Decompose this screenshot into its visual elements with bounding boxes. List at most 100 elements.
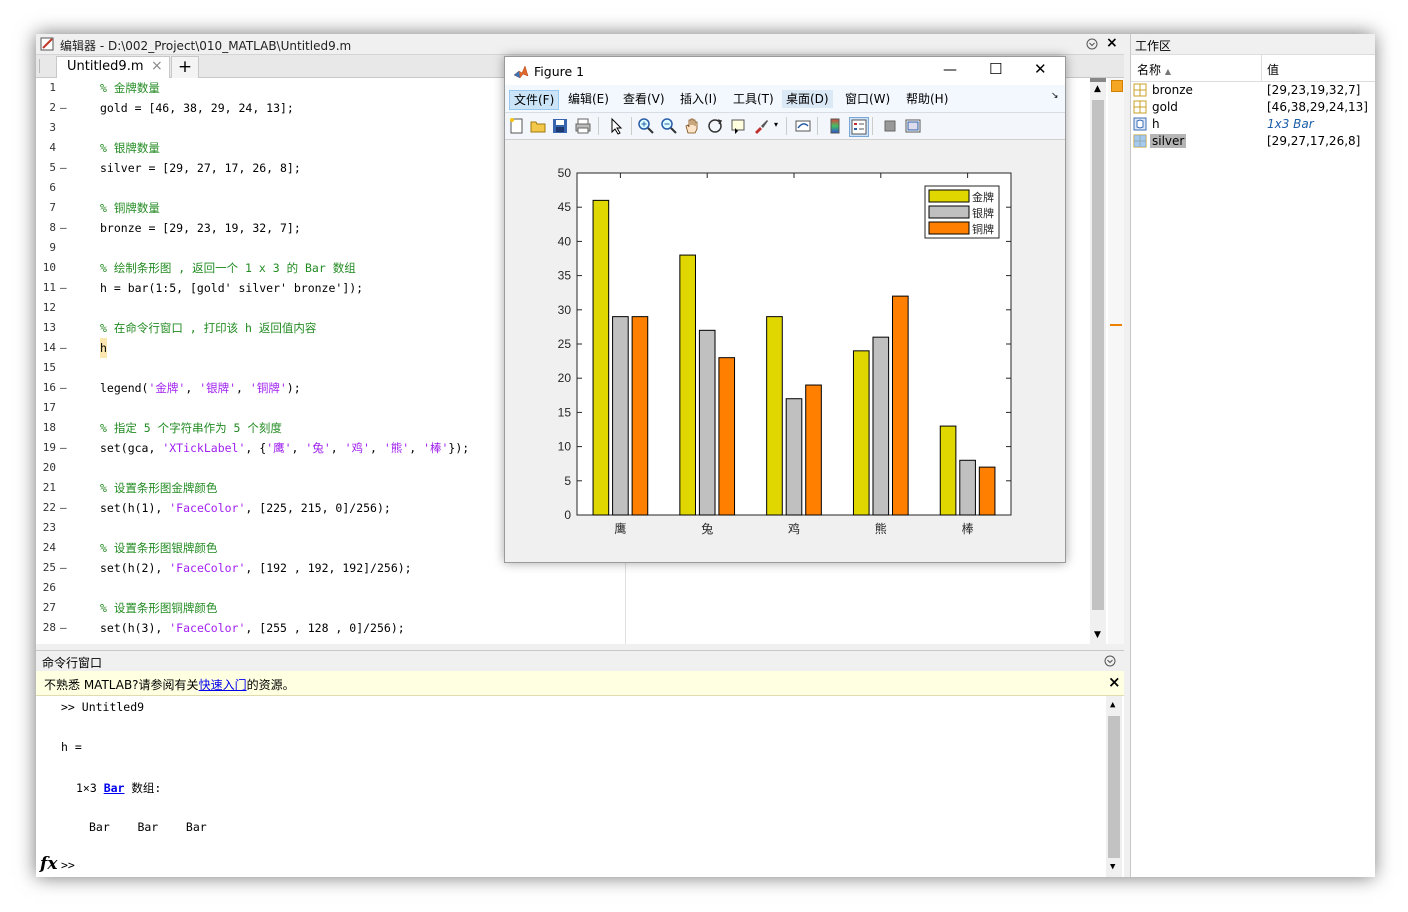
pan-hand-icon[interactable] bbox=[683, 117, 701, 135]
workspace-variable-row[interactable]: gold [46,38,29,24,13] bbox=[1131, 99, 1375, 116]
bar-bronze[interactable] bbox=[892, 295, 909, 516]
workspace-variable-row[interactable]: h 1x3 Bar bbox=[1131, 116, 1375, 133]
line-number[interactable]: 6 bbox=[49, 181, 56, 194]
line-number[interactable]: 21 bbox=[42, 481, 56, 494]
line-number[interactable]: 12 bbox=[42, 301, 56, 314]
command-prompt[interactable]: >> bbox=[61, 858, 75, 872]
scroll-up-icon[interactable]: ▲ bbox=[1110, 700, 1116, 710]
line-number[interactable]: 1 bbox=[49, 81, 56, 94]
line-number[interactable]: 13 bbox=[42, 321, 56, 334]
bar-gold[interactable] bbox=[592, 199, 610, 516]
legend-icon[interactable] bbox=[849, 117, 869, 137]
line-number[interactable]: 18 bbox=[42, 421, 56, 434]
tab-untitled9[interactable]: Untitled9.m × bbox=[56, 56, 170, 78]
scrollbar-thumb[interactable] bbox=[1092, 100, 1104, 610]
rotate-3d-icon[interactable] bbox=[706, 117, 724, 135]
brush-dropdown-icon[interactable]: ▾ bbox=[774, 120, 779, 129]
line-number[interactable]: 19 bbox=[42, 441, 56, 454]
close-tab-icon[interactable]: × bbox=[151, 58, 163, 74]
menu-item[interactable]: 帮助(H) bbox=[906, 92, 949, 106]
show-plot-tools-icon[interactable] bbox=[904, 117, 922, 135]
line-number[interactable]: 26 bbox=[42, 581, 56, 594]
menu-item[interactable]: 编辑(E) bbox=[568, 92, 609, 106]
link-plot-icon[interactable] bbox=[794, 117, 812, 135]
breakpoint-marker[interactable]: — bbox=[60, 501, 67, 514]
line-number[interactable]: 20 bbox=[42, 461, 56, 474]
breakpoint-marker[interactable]: — bbox=[60, 341, 67, 354]
breakpoint-marker[interactable]: — bbox=[60, 281, 67, 294]
line-number[interactable]: 11 bbox=[42, 281, 56, 294]
data-cursor-icon[interactable] bbox=[729, 117, 747, 135]
menu-item[interactable]: 文件(F) bbox=[509, 90, 560, 110]
close-editor-icon[interactable]: × bbox=[1106, 35, 1118, 51]
line-number[interactable]: 3 bbox=[49, 121, 56, 134]
column-divider[interactable] bbox=[1261, 55, 1262, 81]
bar-gold[interactable] bbox=[852, 350, 870, 516]
minimize-button[interactable]: — bbox=[943, 62, 957, 78]
zoom-out-icon[interactable] bbox=[660, 117, 678, 135]
maximize-button[interactable]: ☐ bbox=[989, 60, 1003, 78]
bar-gold[interactable] bbox=[766, 316, 783, 516]
value-column-header[interactable]: 值 bbox=[1267, 63, 1280, 77]
bar-bronze[interactable] bbox=[805, 384, 822, 516]
line-number[interactable]: 23 bbox=[42, 521, 56, 534]
workspace-variable-row[interactable]: bronze [29,23,19,32,7] bbox=[1131, 82, 1375, 99]
breakpoint-marker[interactable]: — bbox=[60, 441, 67, 454]
line-number[interactable]: 9 bbox=[49, 241, 56, 254]
colorbar-icon[interactable] bbox=[826, 117, 844, 135]
function-browser-icon[interactable]: fx bbox=[40, 854, 58, 874]
bar-bronze[interactable] bbox=[718, 357, 736, 516]
line-number[interactable]: 7 bbox=[49, 201, 56, 214]
breakpoint-marker[interactable]: — bbox=[60, 101, 67, 114]
bar-silver[interactable] bbox=[612, 316, 629, 516]
menu-item[interactable]: 窗口(W) bbox=[845, 92, 891, 106]
bar-silver[interactable] bbox=[959, 459, 976, 516]
line-number[interactable]: 25 bbox=[42, 561, 56, 574]
bar-silver[interactable] bbox=[698, 329, 716, 516]
new-figure-icon[interactable] bbox=[508, 117, 526, 135]
bar-silver[interactable] bbox=[872, 336, 890, 516]
menu-item[interactable]: 插入(I) bbox=[680, 92, 717, 106]
tab-scroll-left[interactable] bbox=[39, 59, 50, 73]
line-number[interactable]: 17 bbox=[42, 401, 56, 414]
line-number[interactable]: 22 bbox=[42, 501, 56, 514]
breakpoint-marker[interactable]: — bbox=[60, 161, 67, 174]
line-number[interactable]: 2 bbox=[49, 101, 56, 114]
menu-item[interactable]: 桌面(D) bbox=[782, 90, 833, 108]
line-number[interactable]: 16 bbox=[42, 381, 56, 394]
breakpoint-marker[interactable]: — bbox=[60, 561, 67, 574]
open-file-icon[interactable] bbox=[529, 117, 547, 135]
line-number[interactable]: 15 bbox=[42, 361, 56, 374]
line-number[interactable]: 14 bbox=[42, 341, 56, 354]
dock-arrow-icon[interactable]: ↘ bbox=[1051, 91, 1059, 101]
warning-indicator-icon[interactable] bbox=[1111, 80, 1123, 92]
line-number[interactable]: 10 bbox=[42, 261, 56, 274]
print-icon[interactable] bbox=[574, 117, 592, 135]
bar-bronze[interactable] bbox=[978, 466, 996, 516]
scrollbar-thumb[interactable] bbox=[1108, 716, 1120, 858]
bar-bronze[interactable] bbox=[631, 316, 649, 516]
scroll-down-icon[interactable]: ▼ bbox=[1110, 862, 1116, 872]
name-column-header[interactable]: 名称 ▲ bbox=[1137, 61, 1171, 78]
bar-gold[interactable] bbox=[939, 425, 957, 516]
line-number[interactable]: 5 bbox=[49, 161, 56, 174]
close-figure-button[interactable]: ✕ bbox=[1034, 60, 1047, 78]
line-number[interactable]: 24 bbox=[42, 541, 56, 554]
menu-item[interactable]: 工具(T) bbox=[733, 92, 774, 106]
bar-class-link[interactable]: Bar bbox=[103, 781, 125, 795]
zoom-in-icon[interactable] bbox=[637, 117, 655, 135]
quick-start-link[interactable]: 快速入门 bbox=[198, 678, 247, 692]
menu-item[interactable]: 查看(V) bbox=[623, 92, 665, 106]
breakpoint-marker[interactable]: — bbox=[60, 621, 67, 634]
scroll-up-icon[interactable]: ▲ bbox=[1094, 84, 1101, 94]
new-tab-button[interactable]: + bbox=[171, 56, 199, 79]
line-number[interactable]: 4 bbox=[49, 141, 56, 154]
warning-marker[interactable] bbox=[1110, 324, 1122, 326]
close-notice-icon[interactable]: × bbox=[1108, 673, 1121, 691]
collapse-icon[interactable] bbox=[1086, 38, 1098, 50]
collapse-command-icon[interactable] bbox=[1104, 655, 1116, 667]
breakpoint-marker[interactable]: — bbox=[60, 221, 67, 234]
editor-scrollbar[interactable]: ▲ ▼ bbox=[1090, 78, 1106, 644]
workspace-variable-row[interactable]: silver [29,27,17,26,8] bbox=[1131, 133, 1375, 150]
